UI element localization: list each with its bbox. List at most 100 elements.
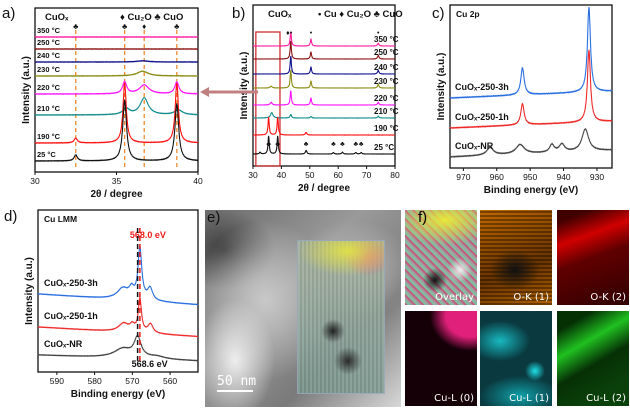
- phase-marker: ♣: [275, 141, 280, 148]
- x-tick-label: 590: [50, 376, 64, 386]
- x-tick-label: 960: [490, 172, 504, 182]
- series-label: 210 °C: [374, 107, 399, 116]
- series-line: [449, 6, 613, 100]
- series-label: 25 °C: [37, 150, 56, 159]
- series-label: 190 °C: [374, 124, 399, 133]
- y-axis-label: Intensity (a.u.): [239, 52, 250, 120]
- x-tick-label: 40: [277, 170, 287, 180]
- map-tile-o-k-2: O-K (2): [557, 210, 629, 305]
- legend-sample: CuOₓ: [45, 12, 69, 23]
- tem-image: 50 nm: [205, 210, 401, 407]
- phase-marker: ♣: [266, 141, 271, 148]
- phase-marker: ♦: [286, 30, 290, 37]
- x-tick-label: 560: [163, 376, 177, 386]
- y-axis-label: Intensity (a.u.): [21, 56, 32, 124]
- map-tile-o-k-1: O-K (1): [480, 210, 552, 305]
- series-label: 350 °C: [37, 26, 61, 35]
- series-label: 220 °C: [37, 83, 61, 92]
- phase-marker: ♣: [73, 22, 79, 31]
- series-label: 250 °C: [37, 38, 61, 47]
- series-label: 230 °C: [374, 77, 399, 86]
- x-axis-label: Binding energy (eV): [484, 185, 578, 196]
- panel-label-a: a): [2, 5, 16, 22]
- x-tick-label: 570: [125, 376, 139, 386]
- scale-bar-label: 50 nm: [217, 374, 257, 389]
- x-tick-label: 35: [112, 176, 122, 186]
- phase-marker: •: [310, 30, 313, 37]
- x-tick-label: 60: [333, 170, 343, 180]
- plot-frame-c: [449, 4, 613, 169]
- panel-label-b: b): [232, 5, 246, 22]
- chart-title: Cu LMM: [44, 214, 77, 224]
- series-line: [37, 245, 199, 306]
- reference-label: 568.6 eV: [132, 359, 168, 369]
- map-label: Cu-L (1): [509, 393, 549, 404]
- series-label: 240 °C: [374, 63, 399, 72]
- series-label: CuOₓ-NR: [44, 339, 83, 349]
- phase-marker: •: [290, 30, 293, 37]
- series-label: 230 °C: [37, 65, 61, 74]
- x-tick-label: 580: [88, 376, 102, 386]
- x-tick-label: 930: [590, 172, 604, 182]
- phase-marker: ♣: [304, 141, 309, 148]
- x-axis-label: Binding energy (eV): [71, 389, 165, 400]
- x-axis-label: 2θ / degree: [298, 183, 351, 194]
- series-label: 190 °C: [37, 132, 61, 141]
- x-tick-label: 70: [362, 170, 372, 180]
- x-tick-label: 940: [556, 172, 570, 182]
- series-line: [449, 49, 613, 130]
- y-axis-label: Intensity (a.u.): [24, 257, 35, 325]
- plot-frame-d: [37, 209, 199, 373]
- x-axis-label: 2θ / degree: [90, 189, 143, 200]
- map-label: O-K (2): [590, 292, 626, 303]
- series-line: [34, 59, 199, 63]
- x-tick-label: 30: [30, 176, 40, 186]
- series-line: [252, 90, 396, 106]
- tem-mapping-overlay: [297, 240, 385, 394]
- map-tile-overlay: Overlay: [405, 210, 477, 305]
- series-line: [252, 31, 396, 47]
- y-axis-label: Intensity (a.u.): [436, 53, 447, 121]
- series-label: CuOₓ-250-1h: [455, 112, 509, 122]
- series-label: 220 °C: [374, 94, 399, 103]
- arrow-head-icon: [200, 87, 209, 97]
- series-label: CuOₓ-250-1h: [44, 311, 98, 321]
- x-tick-label: 40: [193, 176, 203, 186]
- series-label: CuOₓ-250-3h: [455, 82, 509, 92]
- phase-marker: ♣: [359, 141, 364, 148]
- series-line: [37, 334, 199, 362]
- series-line: [37, 296, 199, 338]
- series-label: CuOₓ-250-3h: [44, 278, 98, 288]
- legend-sample: CuOₓ: [268, 9, 292, 20]
- series-label: CuOₓ-NR: [455, 141, 494, 151]
- x-tick-label: 50: [305, 170, 315, 180]
- phase-marker: ♣: [174, 22, 180, 31]
- x-tick-label: 950: [523, 172, 537, 182]
- phase-marker: ♣: [122, 22, 128, 31]
- phase-marker: •: [377, 30, 380, 37]
- map-tile-cu-l-1: Cu-L (1): [480, 311, 552, 406]
- chart-title: Cu 2p: [456, 9, 480, 19]
- series-label: 240 °C: [37, 51, 61, 60]
- series-line: [34, 80, 199, 95]
- highlight-box: [255, 31, 281, 167]
- legend-phases: ♦ Cu₂O ♣ CuO: [120, 12, 183, 23]
- series-line: [34, 82, 199, 145]
- x-tick-label: 30: [248, 170, 258, 180]
- series-line: [252, 69, 396, 89]
- phase-marker: ♣: [340, 141, 345, 148]
- legend-phases: • Cu ♦ Cu₂O ♣ CuO: [318, 9, 403, 20]
- series-line: [449, 128, 613, 158]
- series-line: [252, 111, 396, 119]
- reference-label: 568.0 eV: [130, 230, 166, 240]
- series-line: [34, 98, 199, 162]
- map-tile-cu-l-0: Cu-L (0): [405, 311, 477, 406]
- map-label: Overlay: [435, 292, 474, 303]
- phase-marker: ♣: [331, 141, 336, 148]
- phase-marker: ♦: [142, 22, 146, 31]
- series-line: [34, 70, 199, 77]
- series-label: 350 °C: [374, 35, 399, 44]
- x-tick-label: 80: [390, 170, 400, 180]
- map-label: Cu-L (0): [434, 393, 474, 404]
